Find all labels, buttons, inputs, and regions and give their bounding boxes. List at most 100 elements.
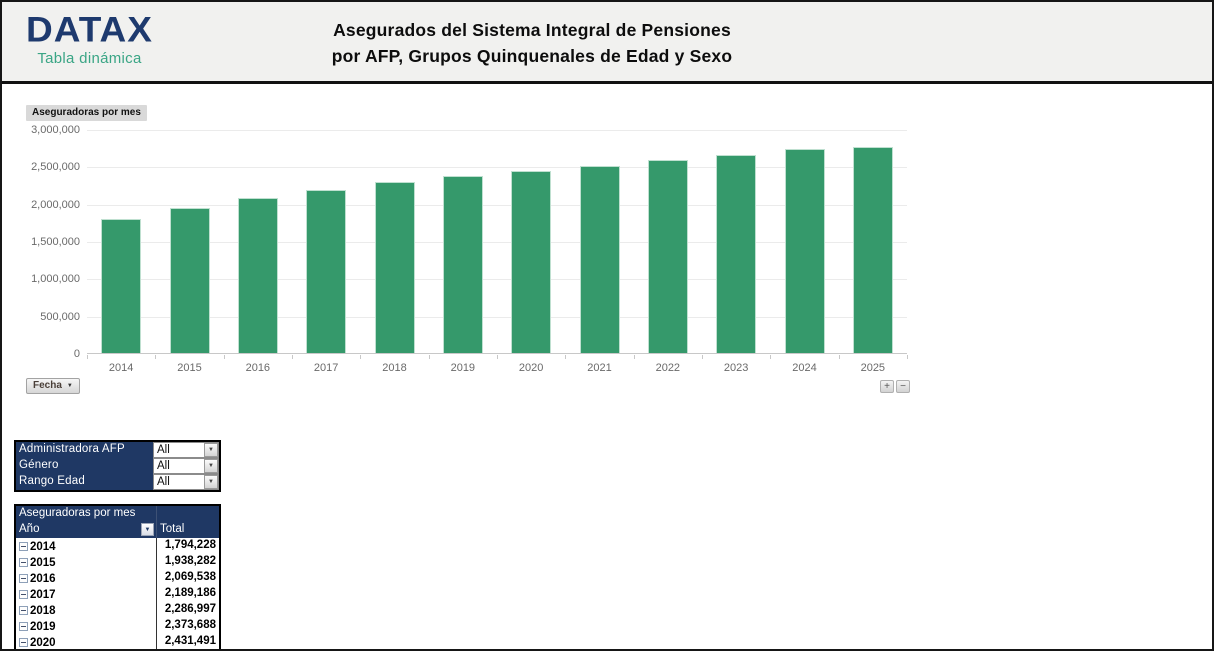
autofilter-button[interactable]: ▼ bbox=[141, 523, 154, 536]
collapse-icon[interactable] bbox=[19, 558, 28, 567]
collapse-icon[interactable] bbox=[19, 622, 28, 631]
bar-2017[interactable] bbox=[306, 189, 347, 353]
table-row: 2018 2,286,997 bbox=[16, 602, 219, 618]
chart-axis-field-button[interactable]: Fecha ▼ bbox=[26, 378, 80, 394]
total-cell: 2,069,538 bbox=[164, 571, 216, 583]
bar-2014[interactable] bbox=[101, 219, 142, 353]
bar-2020[interactable] bbox=[511, 171, 552, 353]
expand-plus-button[interactable]: + bbox=[880, 380, 894, 393]
plot-area bbox=[87, 130, 907, 354]
year-label: 2017 bbox=[30, 588, 56, 601]
pivot-body: 2014 1,794,228 2015 1,938,282 2016 2,069,538 2… bbox=[16, 538, 219, 649]
category-tick bbox=[633, 355, 635, 359]
y-tick-label: 1,500,000 bbox=[31, 236, 80, 248]
x-tick-label: 2022 bbox=[655, 362, 681, 374]
bar-2019[interactable] bbox=[442, 175, 483, 353]
page-title-line1: Asegurados del Sistema Integral de Pensi… bbox=[333, 20, 731, 40]
total-cell: 2,431,491 bbox=[164, 635, 216, 647]
bar-2024[interactable] bbox=[784, 149, 825, 353]
table-row: 2020 2,431,491 bbox=[16, 634, 219, 649]
x-tick-label: 2023 bbox=[723, 362, 749, 374]
category-tick bbox=[428, 355, 430, 359]
x-tick-label: 2016 bbox=[245, 362, 271, 374]
category-tick bbox=[770, 355, 772, 359]
year-cell[interactable]: 2020 bbox=[16, 634, 157, 649]
category-tick bbox=[360, 355, 362, 359]
x-tick-label: 2015 bbox=[177, 362, 202, 374]
chevron-down-icon: ▼ bbox=[208, 479, 214, 485]
year-cell[interactable]: 2016 bbox=[16, 570, 157, 586]
pivot-table: Aseguradoras por mes Año ▼ Total 2014 1,7… bbox=[14, 504, 221, 649]
filter-row: Género All ▼ bbox=[16, 458, 219, 474]
filter-row: Administradora AFP All ▼ bbox=[16, 442, 219, 458]
x-tick-label: 2025 bbox=[860, 362, 886, 374]
filter-value-cell[interactable]: All ▼ bbox=[153, 458, 219, 474]
year-cell[interactable]: 2017 bbox=[16, 586, 157, 602]
year-cell[interactable]: 2018 bbox=[16, 602, 157, 618]
dropdown-button[interactable]: ▼ bbox=[204, 459, 218, 473]
table-row: 2016 2,069,538 bbox=[16, 570, 219, 586]
bar-2025[interactable] bbox=[852, 147, 893, 353]
table-row: 2014 1,794,228 bbox=[16, 538, 219, 554]
collapse-icon[interactable] bbox=[19, 590, 28, 599]
x-tick-label: 2021 bbox=[587, 362, 612, 374]
collapse-icon[interactable] bbox=[19, 606, 28, 615]
table-row: 2019 2,373,688 bbox=[16, 618, 219, 634]
page-title-line2: por AFP, Grupos Quinquenales de Edad y S… bbox=[331, 46, 733, 66]
year-cell[interactable]: 2019 bbox=[16, 618, 157, 634]
category-tick bbox=[565, 355, 567, 359]
bar-2016[interactable] bbox=[237, 198, 278, 353]
filter-value: All bbox=[157, 476, 170, 488]
pivot-header-row: Año ▼ Total bbox=[16, 522, 219, 538]
table-row: 2015 1,938,282 bbox=[16, 554, 219, 570]
collapse-icon[interactable] bbox=[19, 574, 28, 583]
bar-2015[interactable] bbox=[169, 208, 210, 353]
year-label: 2016 bbox=[30, 572, 56, 585]
x-tick-label: 2017 bbox=[313, 362, 339, 374]
dropdown-button[interactable]: ▼ bbox=[204, 475, 218, 489]
x-tick-label: 2020 bbox=[518, 362, 544, 374]
value-header-cell: Total bbox=[160, 523, 185, 535]
filter-label: Género bbox=[16, 458, 153, 474]
total-cell: 2,189,186 bbox=[164, 587, 216, 599]
gridline bbox=[87, 279, 907, 281]
y-tick-label: 3,000,000 bbox=[31, 124, 80, 136]
gridline bbox=[87, 316, 907, 318]
filter-arrow-icon: ▼ bbox=[144, 526, 151, 533]
gridline bbox=[87, 242, 907, 243]
chart-series-field-button[interactable]: Aseguradoras por mes bbox=[26, 105, 147, 121]
bar-2022[interactable] bbox=[647, 160, 688, 353]
axis-field-label: Fecha bbox=[33, 380, 62, 391]
collapse-icon[interactable] bbox=[19, 638, 28, 647]
bar-2023[interactable] bbox=[716, 154, 757, 353]
filter-value-cell[interactable]: All ▼ bbox=[153, 442, 219, 458]
category-tick bbox=[907, 355, 908, 359]
x-tick-label: 2019 bbox=[450, 362, 476, 374]
filter-label: Rango Edad bbox=[16, 474, 153, 490]
category-tick bbox=[292, 355, 293, 359]
collapse-icon[interactable] bbox=[19, 542, 28, 551]
filter-value: All bbox=[157, 444, 170, 456]
filter-row: Rango Edad All ▼ bbox=[16, 474, 219, 490]
year-label: 2014 bbox=[30, 540, 56, 553]
brand-name: DATAX bbox=[26, 10, 153, 49]
year-cell[interactable]: 2015 bbox=[16, 554, 157, 570]
x-tick-label: 2024 bbox=[792, 362, 817, 374]
gridline bbox=[87, 167, 907, 169]
total-cell: 1,938,282 bbox=[164, 555, 216, 567]
report-filters: Administradora AFP All ▼ Género All ▼ Rango Ed… bbox=[14, 440, 221, 492]
total-cell: 2,286,997 bbox=[164, 603, 216, 615]
pivot-title-row: Aseguradoras por mes bbox=[16, 506, 219, 522]
dropdown-button[interactable]: ▼ bbox=[204, 443, 218, 457]
chevron-down-icon: ▼ bbox=[66, 382, 73, 389]
filter-value-cell[interactable]: All ▼ bbox=[153, 474, 219, 490]
year-cell[interactable]: 2014 bbox=[16, 538, 157, 554]
row-header-label: Año bbox=[19, 523, 40, 535]
collapse-minus-button[interactable]: − bbox=[896, 380, 910, 393]
bar-2018[interactable] bbox=[374, 182, 415, 353]
bar-2021[interactable] bbox=[579, 166, 620, 353]
logo: DATAX Tabla dinámica bbox=[26, 11, 153, 67]
filter-value: All bbox=[157, 460, 170, 472]
filter-label: Administradora AFP bbox=[16, 442, 153, 458]
y-tick-label: 1,000,000 bbox=[31, 273, 80, 286]
